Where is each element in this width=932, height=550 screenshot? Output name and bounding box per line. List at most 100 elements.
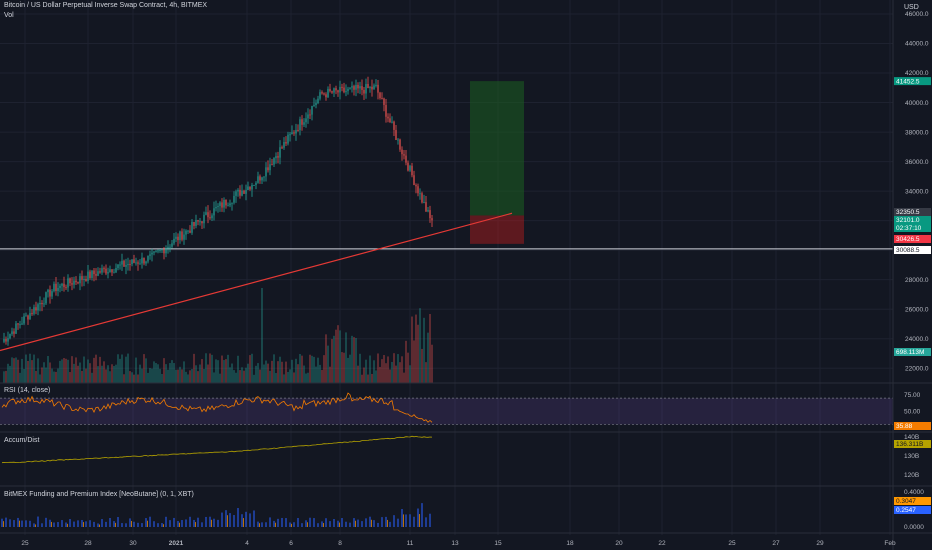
volume-bar	[365, 359, 367, 383]
volume-bar	[181, 369, 183, 383]
volume-bar	[383, 355, 385, 383]
trendline[interactable]	[0, 212, 513, 352]
funding-bar	[409, 514, 411, 527]
candle-body	[149, 254, 151, 256]
time-axis-label: 25	[728, 540, 736, 547]
candle-body	[359, 86, 361, 89]
candle-body	[65, 287, 67, 289]
stop-zone	[470, 215, 524, 244]
candle-body	[227, 205, 229, 207]
funding-bar	[337, 520, 339, 527]
long-position-tool[interactable]	[470, 81, 524, 244]
grid	[0, 0, 893, 535]
candle-body	[87, 271, 89, 282]
funding-bar	[101, 519, 103, 527]
candle-body	[331, 91, 333, 93]
volume-bar	[57, 368, 59, 383]
funding-bar	[421, 503, 423, 527]
volume-bar	[231, 363, 233, 383]
volume-bar	[11, 357, 13, 383]
candle-body	[397, 139, 399, 141]
volume-bar	[219, 373, 221, 383]
volume-bar	[143, 354, 145, 383]
funding-bar	[157, 523, 159, 527]
funding-bar	[417, 508, 419, 527]
premium-bar	[211, 519, 212, 527]
volume-bar	[217, 360, 219, 383]
volume-bar	[353, 337, 355, 383]
candle-body	[99, 271, 101, 273]
candle-body	[307, 114, 309, 119]
funding-bar	[345, 521, 347, 527]
candle-body	[35, 307, 37, 311]
funding-bar	[21, 520, 23, 527]
volume-bar	[63, 358, 65, 383]
volume-bar	[65, 358, 67, 383]
volume-bar	[101, 365, 103, 383]
funding-bar	[193, 519, 195, 527]
funding-bar	[5, 517, 7, 527]
funding-bar	[1, 518, 3, 527]
candle-body	[125, 265, 127, 267]
funding-bar	[37, 516, 39, 527]
candle-body	[55, 283, 57, 292]
funding-bar	[241, 514, 243, 527]
candle-body	[85, 279, 87, 282]
candle-body	[195, 220, 197, 226]
funding-bar	[277, 518, 279, 527]
volume-bar	[197, 371, 199, 383]
funding-bar	[221, 512, 223, 527]
funding-bar	[185, 519, 187, 527]
candle-body	[5, 339, 7, 342]
volume-bar	[147, 372, 149, 383]
candle-body	[329, 88, 331, 92]
volume-bar	[131, 372, 133, 383]
time-axis[interactable]: 25 28 30 2021 4 6 8 11 13 15 18 20 22 25 27 29 Feb	[21, 540, 896, 547]
candle-body	[429, 210, 431, 219]
volume-bar	[107, 365, 109, 383]
candle-body	[153, 251, 155, 253]
premium-bar	[275, 522, 276, 527]
funding-bar	[113, 521, 115, 527]
volume-bar	[209, 353, 211, 383]
volume-tag: 698.113M	[896, 349, 924, 356]
funding-bar	[333, 519, 335, 527]
premium-bar	[387, 519, 388, 527]
candle-body	[179, 231, 181, 241]
volume-bar	[49, 362, 51, 383]
funding-bar	[69, 519, 71, 527]
candle-body	[77, 282, 79, 284]
volume-bar	[235, 372, 237, 383]
funding-bar	[281, 517, 283, 527]
funding-bar	[93, 521, 95, 527]
volume-bar	[239, 370, 241, 383]
candle-body	[391, 121, 393, 123]
volume-bar	[371, 373, 373, 383]
funding-bar	[181, 520, 183, 527]
volume-bar	[273, 354, 275, 383]
volume-bar	[319, 364, 321, 383]
time-axis-label: 25	[21, 540, 29, 547]
price-tag: 30088.5	[896, 247, 920, 254]
target-zone	[470, 81, 524, 216]
volume-bar	[261, 288, 263, 383]
volume-bar	[369, 355, 371, 383]
volume-bar	[275, 373, 277, 383]
volume-bar	[153, 361, 155, 383]
funding-bar	[237, 508, 239, 527]
candle-body	[81, 276, 83, 280]
funding-tag: 0.3047	[896, 498, 916, 505]
price-tag-bg	[894, 224, 931, 232]
candle-body	[275, 156, 277, 159]
volume-bar	[195, 365, 197, 383]
volume-bar	[387, 356, 389, 383]
candle-body	[97, 271, 99, 276]
volume-bar	[237, 355, 239, 383]
candle-body	[163, 249, 165, 254]
candle-body	[425, 202, 427, 212]
premium-bar	[243, 518, 244, 527]
volume-bar	[7, 363, 9, 383]
